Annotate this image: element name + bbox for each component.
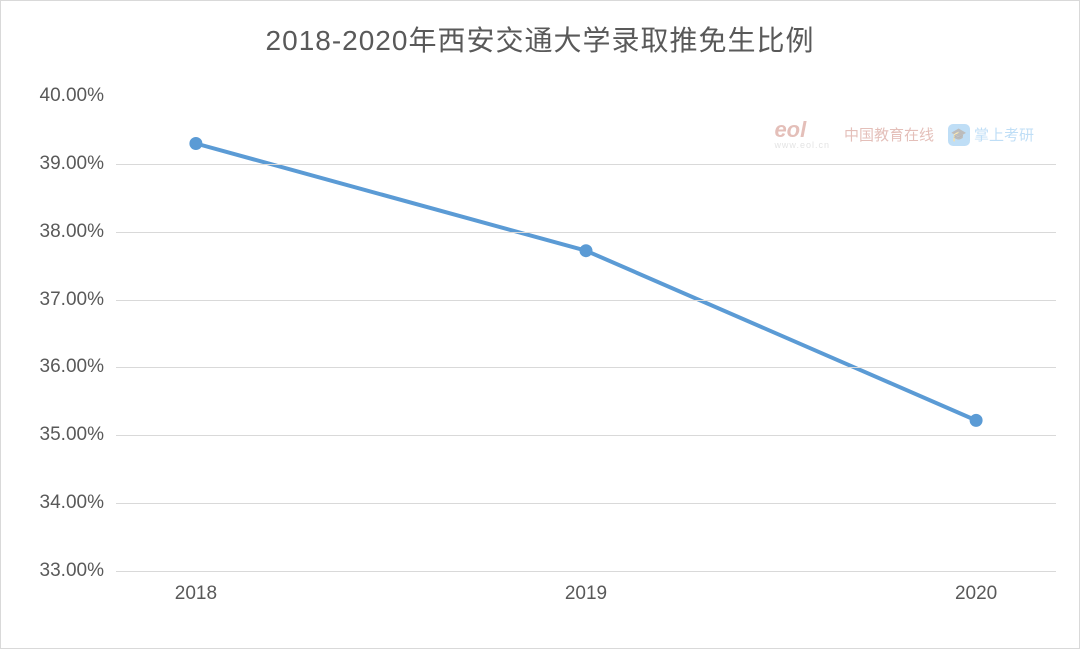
line-series-layer [116,96,1056,571]
y-tick-label: 34.00% [40,492,104,514]
y-tick-label: 36.00% [40,356,104,378]
watermark-eol-cn: 中国教育在线 [844,124,934,145]
plot-area: 33.00%34.00%35.00%36.00%37.00%38.00%39.0… [116,96,1056,571]
watermark-app: 🎓 掌上考研 [948,124,1034,146]
series-marker [580,245,592,257]
gridline [116,571,1056,572]
watermark-eol-text: eol [774,119,806,141]
x-tick-label: 2019 [565,583,607,605]
watermark: eol www.eol.cn 中国教育在线 🎓 掌上考研 [774,119,1034,150]
watermark-eol-logo: eol www.eol.cn [774,119,830,150]
gridline [116,435,1056,436]
series-line [196,144,976,421]
y-tick-label: 38.00% [40,221,104,243]
gridline [116,164,1056,165]
y-tick-label: 37.00% [40,289,104,311]
y-tick-label: 35.00% [40,424,104,446]
gridline [116,232,1056,233]
y-tick-label: 40.00% [40,85,104,107]
y-tick-label: 39.00% [40,153,104,175]
y-tick-label: 33.00% [40,560,104,582]
gridline [116,367,1056,368]
gridline [116,503,1056,504]
chart-title: 2018-2020年西安交通大学录取推免生比例 [1,19,1079,59]
watermark-app-text: 掌上考研 [974,124,1034,145]
series-marker [970,414,982,426]
x-tick-label: 2018 [175,583,217,605]
gridline [116,300,1056,301]
x-tick-label: 2020 [955,583,997,605]
watermark-eol-url: www.eol.cn [774,141,830,150]
chart-container: 2018-2020年西安交通大学录取推免生比例 33.00%34.00%35.0… [0,0,1080,649]
series-marker [190,138,202,150]
watermark-app-icon: 🎓 [948,124,970,146]
